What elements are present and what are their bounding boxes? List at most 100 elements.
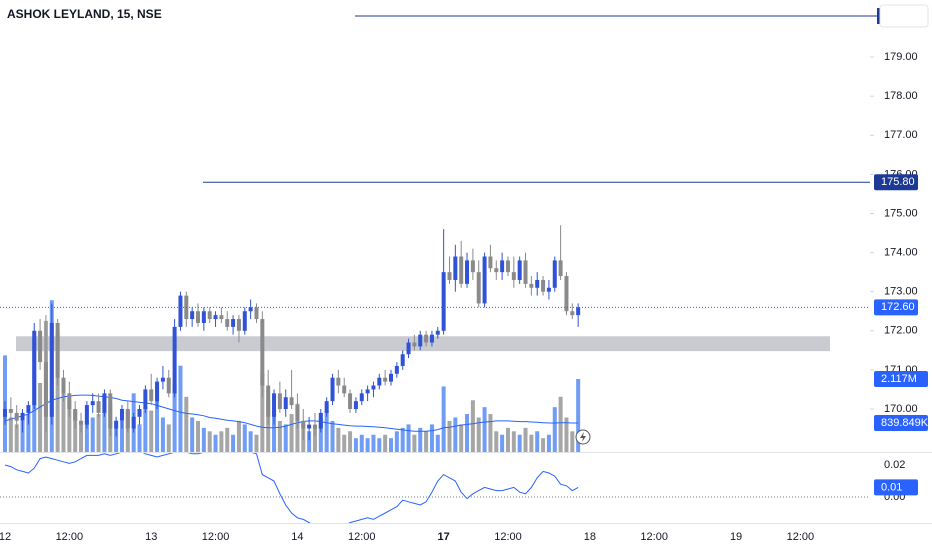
candle-body [383,377,388,382]
volume-bar [406,424,411,452]
candle-body [394,365,399,374]
volume-bar [336,427,341,452]
x-tick-label: 14 [291,531,303,543]
y-tick-label: 170.00 [884,403,918,415]
candle-body [570,311,575,316]
volume-bar [465,414,470,452]
candle-body [254,307,259,320]
x-tick-label: 19 [730,531,742,543]
candle-body [125,408,130,429]
candle-body [546,287,551,292]
support-zone [16,336,830,352]
candle-body [283,397,288,409]
candle-body [225,319,230,327]
volume-bar [488,414,493,452]
oscillator-line [4,453,579,523]
y-tick-label: 175.00 [884,207,918,219]
candle-body [277,393,282,409]
candle-body [149,389,154,402]
replay-icon[interactable] [575,429,591,445]
candle-body [260,319,265,386]
volume-bar [307,431,312,452]
candle-body [3,408,8,417]
candle-body [20,412,25,421]
candle-body [79,420,84,425]
volume-bar [236,420,241,452]
volume-bar [213,434,218,452]
volume-bar [67,400,72,452]
candle-body [90,401,95,406]
candle-body [330,377,335,402]
volume-bar [55,331,60,452]
x-tick-label: 12:00 [56,531,84,543]
candle-body [207,311,212,320]
volume-bar [242,424,247,452]
volume-bar [160,417,165,452]
candle-body [201,311,206,323]
candle-body [336,377,341,386]
price-line-label-box [874,174,918,191]
volume-bar [353,438,358,452]
volume-label-box [874,370,928,387]
candle-body [441,272,446,331]
volume-bar [26,414,31,452]
volume-bar [178,365,183,452]
x-tick-label: 13 [145,531,157,543]
candle-body [558,260,563,277]
candle-body [219,315,224,320]
volume-bar [371,434,376,452]
y-tick-label: 172.00 [884,325,918,337]
candle-body [231,319,236,327]
volume-bar [166,424,171,452]
candle-body [389,373,394,382]
volume-bar [558,396,563,452]
volume-bar [219,431,224,452]
candle-body [166,377,171,394]
volume-bar [102,396,107,452]
last-price-label: 172.60 [881,301,915,313]
volume-bar [494,431,499,452]
x-tick-label: 17 [438,531,450,543]
volume-bar [318,417,323,452]
volume-bar [254,434,259,452]
volume-bar [248,431,253,452]
oscillator-label-box [874,479,918,496]
volume-bar [459,424,464,452]
volume-bar [377,438,382,452]
volume-bar [184,396,189,452]
volume-bar [260,372,265,452]
volume-ma-line [4,394,579,432]
candle-body [412,342,417,347]
candle-body [38,330,43,363]
volume-bar [201,427,206,452]
candle-body [494,268,499,273]
volume-bar [523,427,528,452]
candle-body [505,260,510,273]
volume-bar [541,438,546,452]
volume-bar [412,434,417,452]
candle-body [137,408,142,417]
candle-body [155,381,160,402]
candle-body [301,420,306,429]
volume-bar [155,386,160,452]
candle-body [359,393,364,402]
oscillator-tick-label: 0.02 [884,459,905,471]
volume-bar [342,434,347,452]
candle-body [190,311,195,320]
volume-bar [190,417,195,452]
volume-bar [225,427,230,452]
candle-body [453,256,458,280]
volume-bar [207,431,212,452]
candle-body [353,401,358,409]
line-handle [877,8,880,25]
candle-body [470,260,475,273]
volume-bar [61,389,66,452]
volume-bar [383,434,388,452]
volume-bar [20,420,25,452]
volume-bar [283,424,288,452]
candle-body [324,401,329,413]
volume-bar [196,420,201,452]
volume-bar [272,410,277,452]
x-tick-label: 18 [584,531,596,543]
volume-label-box [874,415,928,432]
